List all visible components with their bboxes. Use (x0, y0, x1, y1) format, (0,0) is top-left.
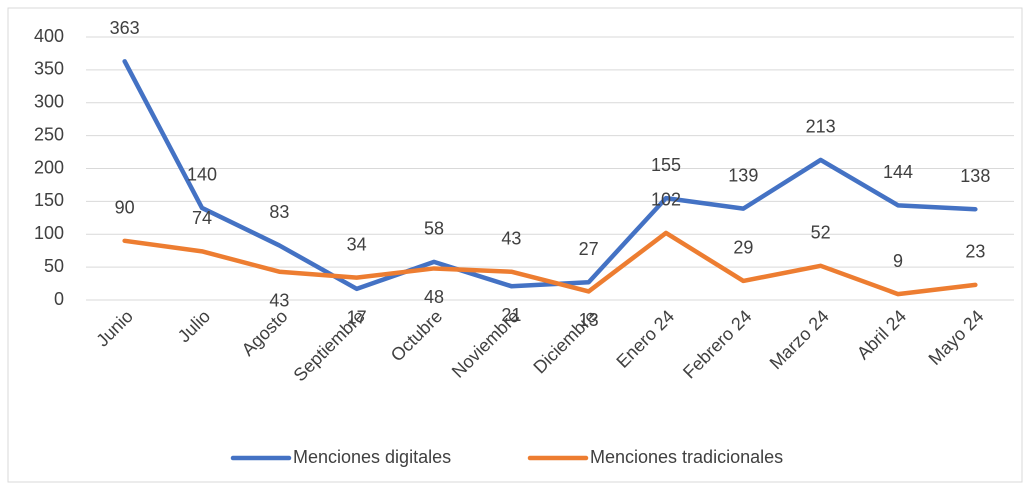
y-tick-label: 200 (34, 157, 64, 177)
data-label: 34 (347, 234, 367, 254)
data-label: 83 (269, 202, 289, 222)
y-tick-label: 100 (34, 223, 64, 243)
y-tick-label: 0 (54, 289, 64, 309)
y-tick-label: 50 (44, 256, 64, 276)
data-label: 213 (806, 117, 836, 137)
series-line (122, 230, 978, 297)
series-line (122, 59, 978, 292)
legend-label: Menciones digitales (293, 447, 451, 467)
data-label: 21 (501, 305, 521, 325)
chart-frame (7, 7, 1023, 483)
data-label: 17 (347, 308, 367, 328)
y-tick-label: 400 (34, 26, 64, 46)
data-label: 102 (651, 190, 681, 210)
y-tick-label: 250 (34, 124, 64, 144)
data-label: 29 (733, 238, 753, 258)
data-label: 74 (192, 208, 212, 228)
data-label: 90 (115, 198, 135, 218)
data-label: 58 (424, 219, 444, 239)
data-label: 43 (269, 290, 289, 310)
y-tick-label: 300 (34, 92, 64, 112)
data-label: 13 (579, 310, 599, 330)
data-label: 43 (501, 228, 521, 248)
y-tick-label: 150 (34, 190, 64, 210)
data-label: 155 (651, 155, 681, 175)
data-label: 48 (424, 287, 444, 307)
data-label: 23 (965, 242, 985, 262)
data-label: 140 (187, 165, 217, 185)
data-label: 139 (728, 165, 758, 185)
data-label: 52 (811, 223, 831, 243)
legend-label: Menciones tradicionales (590, 447, 783, 467)
y-tick-label: 350 (34, 59, 64, 79)
data-label: 138 (960, 166, 990, 186)
data-label: 144 (883, 162, 913, 182)
data-label: 363 (110, 18, 140, 38)
data-label: 27 (579, 239, 599, 259)
data-label: 9 (893, 251, 903, 271)
